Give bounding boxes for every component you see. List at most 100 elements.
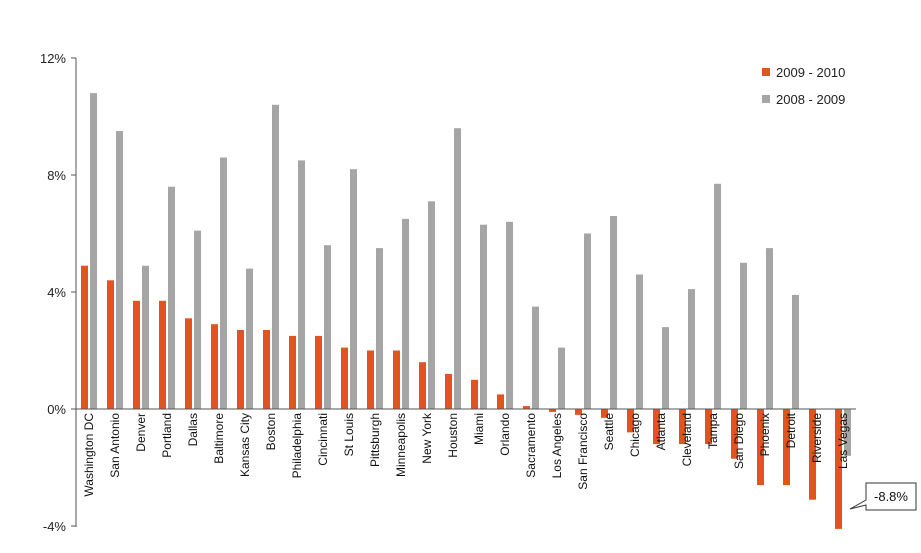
category-label-denver: Denver <box>134 413 148 452</box>
callout-label: -8.8% <box>874 489 908 504</box>
callout-box <box>849 482 917 511</box>
bar-2008-2009-cincinnati <box>324 245 331 409</box>
bar-2008-2009-detroit <box>792 294 799 409</box>
bar-2008-2009-philadelphia <box>298 160 305 409</box>
category-label-san-antonio: San Antonio <box>108 413 122 478</box>
bar-2009-2010-kansas-city <box>237 330 244 409</box>
bar-2009-2010-san-diego <box>731 409 738 459</box>
bar-2009-2010-san-antonio <box>107 280 114 409</box>
category-label-baltimore: Baltimore <box>212 413 226 464</box>
bar-2009-2010-cleveland <box>679 409 686 445</box>
bar-2009-2010-philadelphia <box>289 335 296 409</box>
bar-2008-2009-dallas <box>194 230 201 409</box>
category-label-las-vegas: Las Vegas <box>836 413 850 469</box>
bar-2009-2010-los-angeles <box>549 409 556 412</box>
bar-2008-2009-tampa <box>714 183 721 409</box>
category-label-dallas: Dallas <box>186 413 200 446</box>
bar-2009-2010-boston <box>263 330 270 409</box>
bar-2008-2009-portland <box>168 186 175 409</box>
category-label-tampa: Tampa <box>706 413 720 449</box>
y-axis-ticks: -4% 0% 4% 8% 12% <box>40 51 76 534</box>
series-2009-2010-bars <box>81 265 842 529</box>
bar-2009-2010-new-york <box>419 362 426 409</box>
bar-2008-2009-phoenix <box>766 248 773 409</box>
bar-2009-2010-phoenix <box>757 409 764 486</box>
category-label-chicago: Chicago <box>628 413 642 457</box>
bar-2009-2010-seattle <box>601 409 608 418</box>
legend-swatch-2008-2009 <box>762 95 770 103</box>
bar-2009-2010-sacramento <box>523 406 530 409</box>
bar-2008-2009-chicago <box>636 274 643 409</box>
category-label-detroit: Detroit <box>784 412 798 448</box>
category-label-st-louis: St Louis <box>342 413 356 456</box>
bar-2009-2010-pittsburgh <box>367 350 374 409</box>
category-label-philadelphia: Philadelphia <box>290 413 304 479</box>
category-label-kansas-city: Kansas City <box>238 413 252 477</box>
bar-2009-2010-chicago <box>627 409 634 433</box>
bar-2009-2010-miami <box>471 379 478 410</box>
category-label-miami: Miami <box>472 413 486 445</box>
category-label-cleveland: Cleveland <box>680 413 694 466</box>
bar-2008-2009-los-angeles <box>558 347 565 409</box>
category-label-orlando: Orlando <box>498 413 512 456</box>
y-tick-label: 0% <box>47 402 66 417</box>
bar-2009-2010-portland <box>159 300 166 409</box>
category-label-houston: Houston <box>446 413 460 458</box>
bar-2009-2010-riverside <box>809 409 816 500</box>
category-label-boston: Boston <box>264 413 278 450</box>
bar-2009-2010-dallas <box>185 318 192 409</box>
bar-2008-2009-baltimore <box>220 157 227 409</box>
category-label-cincinnati: Cincinnati <box>316 413 330 466</box>
bar-2009-2010-las-vegas <box>835 409 842 529</box>
category-label-pittsburgh: Pittsburgh <box>368 413 382 467</box>
bar-2008-2009-san-diego <box>740 262 747 410</box>
bar-2009-2010-baltimore <box>211 324 218 409</box>
series-2008-2009-bars <box>90 93 851 456</box>
bar-2008-2009-seattle <box>610 216 617 409</box>
y-tick-label: 8% <box>47 168 66 183</box>
bar-2009-2010-houston <box>445 373 452 409</box>
las-vegas-callout: -8.8% <box>849 482 917 511</box>
bar-2008-2009-cleveland <box>688 289 695 409</box>
legend-swatch-2009-2010 <box>762 68 770 76</box>
bar-2008-2009-san-francisco <box>584 233 591 409</box>
category-label-phoenix: Phoenix <box>758 413 772 456</box>
bar-2008-2009-minneapolis <box>402 218 409 409</box>
bar-2008-2009-new-york <box>428 201 435 409</box>
category-label-seattle: Seattle <box>602 413 616 451</box>
bar-2008-2009-boston <box>272 104 279 410</box>
y-tick-label: 12% <box>40 51 66 66</box>
bar-2009-2010-san-francisco <box>575 409 582 415</box>
bar-2009-2010-orlando <box>497 394 504 409</box>
category-label-los-angeles: Los Angeles <box>550 413 564 478</box>
category-label-san-diego: San Diego <box>732 413 746 469</box>
x-axis-category-labels: Washington DC San Antonio Denver Portland Da… <box>82 412 850 497</box>
category-label-new-york: New York <box>420 412 434 464</box>
category-label-riverside: Riverside <box>810 413 824 463</box>
y-tick-label: 4% <box>47 285 66 300</box>
bar-2009-2010-tampa <box>705 409 712 445</box>
category-label-san-francisco: San Francisco <box>576 413 590 490</box>
bar-2008-2009-denver <box>142 265 149 409</box>
legend: 2009 - 2010 2008 - 2009 <box>762 65 845 107</box>
y-tick-label: -4% <box>43 519 67 534</box>
bar-2008-2009-miami <box>480 224 487 409</box>
legend-label-2008-2009: 2008 - 2009 <box>776 92 845 107</box>
bar-2009-2010-st-louis <box>341 347 348 409</box>
bar-2008-2009-las-vegas <box>844 409 851 456</box>
category-label-portland: Portland <box>160 413 174 458</box>
category-label-washington-dc: Washington DC <box>82 413 96 497</box>
bar-2008-2009-orlando <box>506 221 513 409</box>
category-label-minneapolis: Minneapolis <box>394 413 408 477</box>
category-label-atlanta: Atlanta <box>654 413 668 451</box>
bar-2009-2010-atlanta <box>653 409 660 445</box>
bar-2009-2010-cincinnati <box>315 335 322 409</box>
bar-2008-2009-washington-dc <box>90 93 97 409</box>
bar-2009-2010-denver <box>133 300 140 409</box>
legend-label-2009-2010: 2009 - 2010 <box>776 65 845 80</box>
bar-2008-2009-kansas-city <box>246 268 253 409</box>
bar-2008-2009-sacramento <box>532 306 539 409</box>
bar-2009-2010-detroit <box>783 409 790 486</box>
bar-2009-2010-washington-dc <box>81 265 88 409</box>
